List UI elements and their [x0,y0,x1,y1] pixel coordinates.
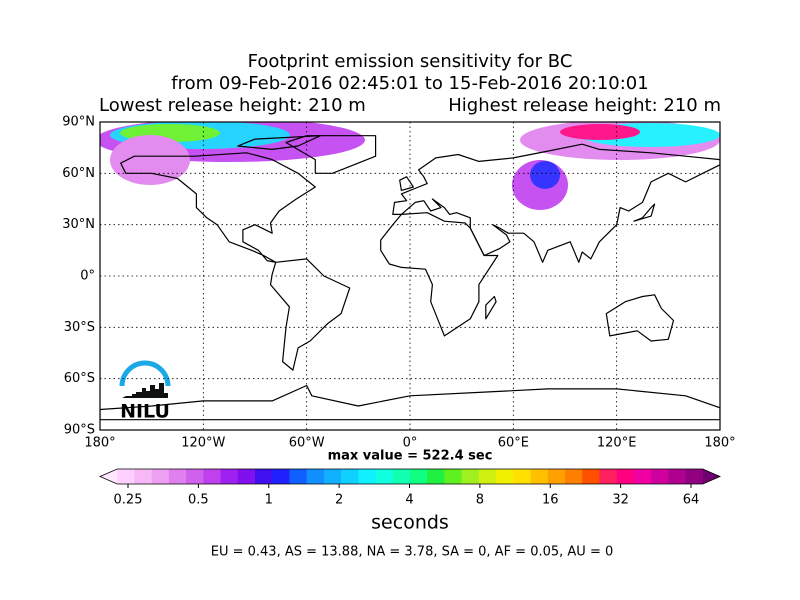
colorbar-tick-label: 0.5 [188,493,209,508]
colorbar-swatch [220,469,239,484]
y-tick-label: 30°N [62,217,95,232]
y-tick-label: 30°S [64,320,95,335]
y-tick-label: 90°S [64,423,95,438]
colorbar: 0.25 0.5 1 2 4 8 16 32 64 [98,468,722,508]
colorbar-swatch [168,469,187,484]
footprint-blob [560,124,640,140]
colorbar-tick-label: 0.25 [114,493,143,508]
colorbar-swatch [633,469,652,484]
coastline [485,295,497,320]
colorbar-outline [98,468,722,485]
footprint [100,122,720,210]
region-stats: EU = 0.43, AS = 13.88, NA = 3.78, SA = 0… [211,545,614,560]
colorbar-swatch [203,469,221,484]
max-value: max value = 522.4 sec [328,449,493,464]
colorbar-swatch [410,469,428,484]
colorbar-swatch [685,469,704,484]
colorbar-swatch [272,469,290,484]
y-tick-label: 90°N [62,115,95,130]
coastline [285,135,377,174]
colorbar-swatch [117,469,135,484]
colorbar-swatch [582,469,600,484]
colorbar-swatch [599,469,618,484]
colorbar-swatch [323,469,342,484]
coastline [269,258,351,371]
colorbar-swatch [461,469,480,484]
coastline [605,294,675,342]
colorbar-swatch [427,469,445,484]
colorbar-swatch [496,469,514,484]
colorbar-swatch [255,469,273,484]
colorbar-swatch [151,469,170,484]
colorbar-swatch [341,469,359,484]
colorbar-tick-label: 2 [335,493,343,508]
colorbar-swatch [513,469,531,484]
colorbar-swatch [444,469,463,484]
colorbar-tick-label: 16 [542,493,559,508]
colorbar-swatch [565,469,583,484]
colorbar-swatch [306,469,325,484]
y-tick-label: 60°N [62,166,95,181]
footprint-blob [530,161,560,189]
coastline [100,384,720,421]
title-line: Footprint emission sensitivity for BC [248,51,573,72]
x-tick-label: 60°W [289,436,325,451]
colorbar-swatch [186,469,204,484]
x-tick-label: 0° [403,436,418,451]
colorbar-swatch [547,469,566,484]
coastline [633,203,656,222]
colorbar-tick-label: 8 [476,493,484,508]
colorbar-tick-label: 32 [612,493,629,508]
coastline [399,176,414,191]
footprint-blob [110,135,190,185]
colorbar-swatch [134,469,153,484]
coastlines [100,135,720,421]
x-tick-label: 60°E [498,436,529,451]
x-tick-label: 180° [84,436,115,451]
colorbar-swatch [289,469,308,484]
colorbar-swatch [392,469,411,484]
colorbar-swatch [616,469,635,484]
x-tick-label: 180° [704,436,735,451]
colorbar-tick-label: 4 [405,493,413,508]
colorbar-swatch [358,469,376,484]
coastline [392,143,720,263]
y-tick-label: 0° [80,269,95,284]
subtitle: Lowest release height: 210 m [99,95,366,116]
colorbar-label: seconds [371,512,449,534]
colorbar-extend [702,469,720,484]
colorbar-swatch [478,469,497,484]
colorbar-swatch [668,469,686,484]
colorbar-swatch [651,469,669,484]
title-line: from 09-Feb-2016 02:45:01 to 15-Feb-2016… [171,73,648,94]
colorbar-swatch [530,469,549,484]
colorbar-swatch [375,469,394,484]
coastline [120,152,316,263]
logo: NILU [119,360,171,423]
y-tick-label: 60°S [64,371,95,386]
logo-skyline [122,383,168,398]
colorbar-tick-label: 1 [265,493,273,508]
logo-arc [119,360,171,387]
coastline [237,135,321,150]
colorbar-extend [100,469,118,484]
coastline [380,212,499,337]
x-tick-label: 120°W [181,436,225,451]
colorbar-swatch [237,469,256,484]
colorbar-tick-label: 64 [683,493,700,508]
x-tick-label: 120°E [597,436,637,451]
logo-text: NILU [120,401,170,423]
subtitle: Highest release height: 210 m [448,95,721,116]
